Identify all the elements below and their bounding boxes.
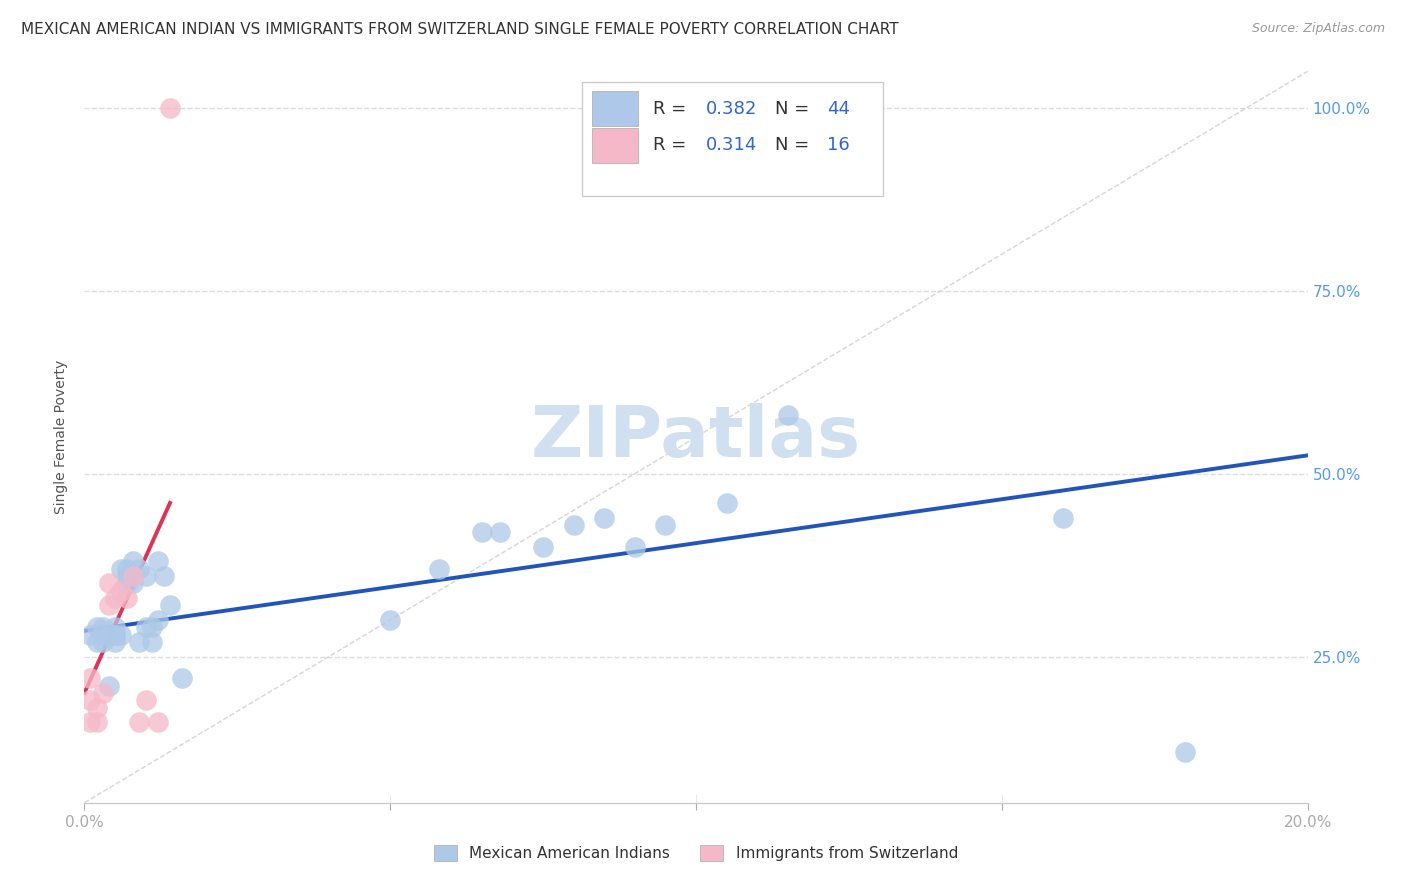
Point <box>104 635 127 649</box>
Point <box>146 715 169 730</box>
Text: N =: N = <box>776 136 815 154</box>
Point <box>427 562 450 576</box>
Point <box>91 635 114 649</box>
Point <box>97 679 120 693</box>
Text: MEXICAN AMERICAN INDIAN VS IMMIGRANTS FROM SWITZERLAND SINGLE FEMALE POVERTY COR: MEXICAN AMERICAN INDIAN VS IMMIGRANTS FR… <box>21 22 898 37</box>
Point <box>86 635 108 649</box>
Point <box>380 613 402 627</box>
Point <box>159 101 181 115</box>
Point <box>91 620 114 634</box>
Point <box>146 554 169 568</box>
Point <box>122 569 145 583</box>
Point <box>146 613 169 627</box>
FancyBboxPatch shape <box>592 91 638 127</box>
Point <box>489 525 512 540</box>
Point <box>654 517 676 532</box>
Text: 0.382: 0.382 <box>706 100 756 118</box>
Text: Source: ZipAtlas.com: Source: ZipAtlas.com <box>1251 22 1385 36</box>
Point <box>79 627 101 641</box>
Point <box>141 620 163 634</box>
Text: 0.314: 0.314 <box>706 136 756 154</box>
Point <box>153 569 176 583</box>
Point <box>122 569 145 583</box>
Point <box>79 715 101 730</box>
Text: 44: 44 <box>827 100 849 118</box>
Point <box>128 715 150 730</box>
Point <box>141 635 163 649</box>
Point <box>135 569 157 583</box>
Point <box>97 627 120 641</box>
Point <box>110 562 132 576</box>
Text: R =: R = <box>654 100 692 118</box>
Point <box>172 672 194 686</box>
Point <box>115 576 138 591</box>
Point <box>159 599 181 613</box>
Point <box>86 715 108 730</box>
Point <box>1052 510 1074 524</box>
Point <box>122 576 145 591</box>
Point <box>128 562 150 576</box>
FancyBboxPatch shape <box>582 82 883 195</box>
Text: R =: R = <box>654 136 692 154</box>
Point <box>716 496 738 510</box>
Point <box>135 620 157 634</box>
FancyBboxPatch shape <box>592 128 638 163</box>
Point <box>79 672 101 686</box>
Legend: Mexican American Indians, Immigrants from Switzerland: Mexican American Indians, Immigrants fro… <box>434 845 957 861</box>
Point <box>122 554 145 568</box>
Point <box>86 700 108 714</box>
Point <box>97 576 120 591</box>
Point <box>104 627 127 641</box>
Point <box>471 525 494 540</box>
Point <box>593 510 616 524</box>
Point <box>86 620 108 634</box>
Text: ZIPatlas: ZIPatlas <box>531 402 860 472</box>
Point <box>128 635 150 649</box>
Point <box>135 693 157 707</box>
Point <box>1174 745 1197 759</box>
Text: N =: N = <box>776 100 815 118</box>
Point <box>115 569 138 583</box>
Point <box>776 408 799 422</box>
Point <box>110 627 132 641</box>
Point <box>97 599 120 613</box>
Y-axis label: Single Female Poverty: Single Female Poverty <box>55 360 69 514</box>
Point <box>104 620 127 634</box>
Point <box>562 517 585 532</box>
Point <box>624 540 647 554</box>
Point <box>91 627 114 641</box>
Point <box>115 591 138 605</box>
Point <box>79 693 101 707</box>
Point <box>104 591 127 605</box>
Point <box>531 540 554 554</box>
Point <box>91 686 114 700</box>
Point <box>110 583 132 598</box>
Text: 16: 16 <box>827 136 849 154</box>
Point <box>115 562 138 576</box>
Point <box>104 627 127 641</box>
